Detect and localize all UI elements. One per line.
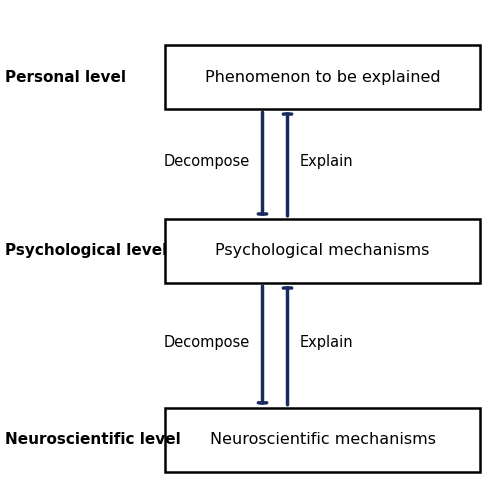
- Text: Decompose: Decompose: [164, 335, 250, 350]
- Text: Personal level: Personal level: [5, 70, 126, 84]
- Text: Decompose: Decompose: [164, 154, 250, 169]
- Text: Phenomenon to be explained: Phenomenon to be explained: [204, 70, 440, 84]
- Bar: [165, 219, 480, 283]
- Text: Explain: Explain: [300, 335, 354, 350]
- Text: Neuroscientific level: Neuroscientific level: [5, 432, 181, 447]
- Bar: [165, 408, 480, 472]
- Text: Psychological mechanisms: Psychological mechanisms: [216, 244, 430, 258]
- Text: Psychological level: Psychological level: [5, 244, 167, 258]
- Text: Neuroscientific mechanisms: Neuroscientific mechanisms: [210, 432, 436, 447]
- Text: Explain: Explain: [300, 154, 354, 169]
- Bar: [165, 45, 480, 109]
